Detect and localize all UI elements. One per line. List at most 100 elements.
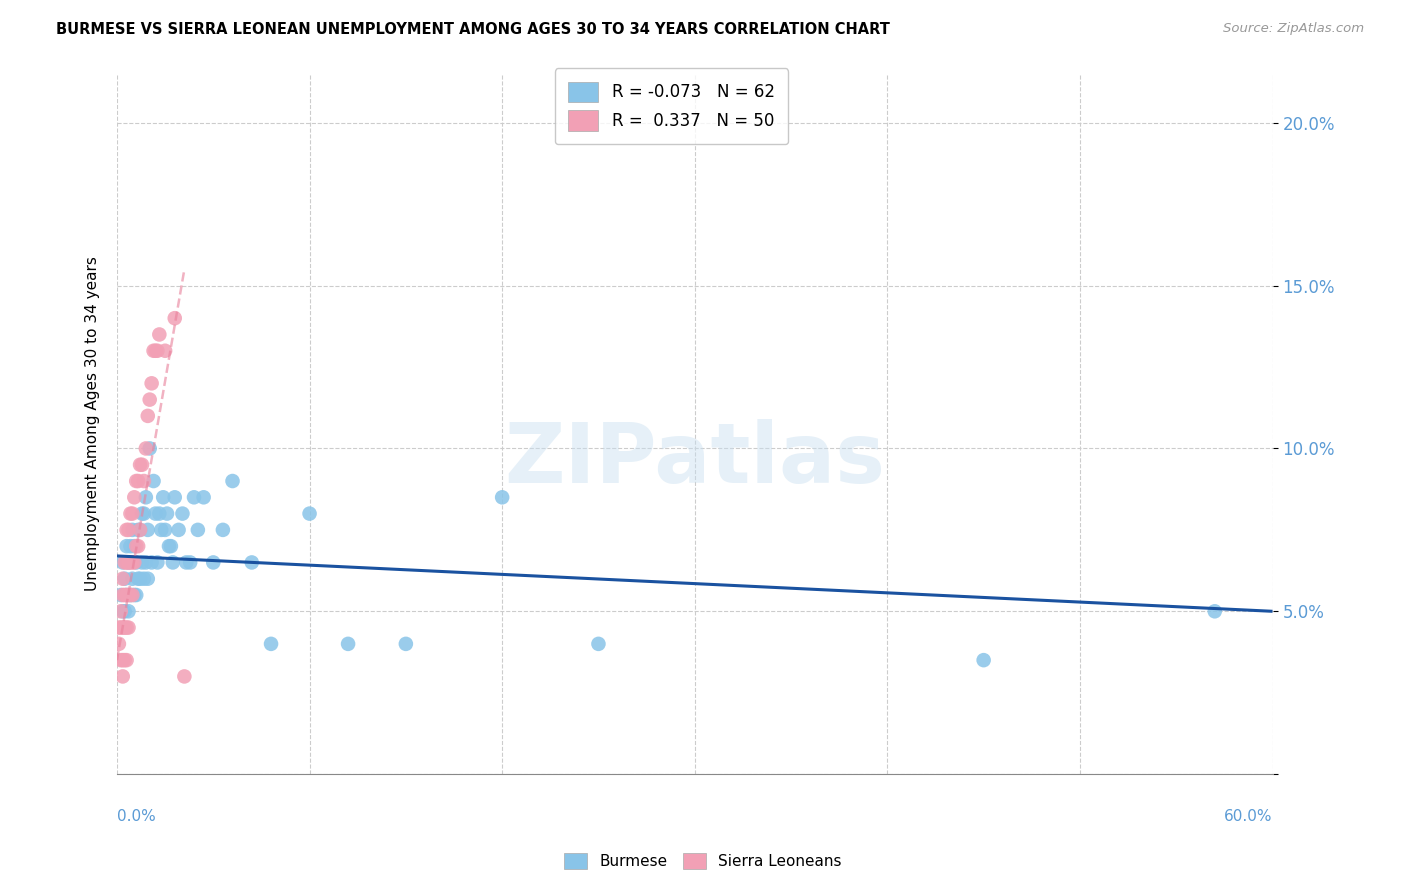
Point <box>111 653 134 667</box>
Point <box>152 491 174 505</box>
Point <box>132 474 155 488</box>
Point <box>135 442 157 456</box>
Point <box>117 556 139 570</box>
Point <box>127 539 149 553</box>
Point <box>117 621 139 635</box>
Point <box>132 572 155 586</box>
Point <box>145 343 167 358</box>
Point <box>131 556 153 570</box>
Point <box>136 409 159 423</box>
Text: 60.0%: 60.0% <box>1225 809 1272 824</box>
Point <box>148 327 170 342</box>
Point <box>114 588 136 602</box>
Point <box>117 523 139 537</box>
Point <box>167 523 190 537</box>
Point <box>114 621 136 635</box>
Point <box>115 621 138 635</box>
Point <box>115 653 138 667</box>
Point <box>111 588 134 602</box>
Point <box>110 588 132 602</box>
Text: BURMESE VS SIERRA LEONEAN UNEMPLOYMENT AMONG AGES 30 TO 34 YEARS CORRELATION CHA: BURMESE VS SIERRA LEONEAN UNEMPLOYMENT A… <box>56 22 890 37</box>
Point <box>114 604 136 618</box>
Point <box>240 556 263 570</box>
Point <box>141 556 163 570</box>
Point <box>114 556 136 570</box>
Point <box>125 556 148 570</box>
Point <box>148 507 170 521</box>
Point <box>163 311 186 326</box>
Text: 0.0%: 0.0% <box>117 809 156 824</box>
Point <box>120 588 142 602</box>
Point <box>125 539 148 553</box>
Point <box>117 556 139 570</box>
Point <box>127 523 149 537</box>
Point <box>136 572 159 586</box>
Point <box>193 491 215 505</box>
Point <box>120 556 142 570</box>
Point <box>124 556 146 570</box>
Point <box>1204 604 1226 618</box>
Legend: R = -0.073   N = 62, R =  0.337   N = 50: R = -0.073 N = 62, R = 0.337 N = 50 <box>555 69 789 144</box>
Point <box>117 588 139 602</box>
Text: Source: ZipAtlas.com: Source: ZipAtlas.com <box>1223 22 1364 36</box>
Point <box>115 539 138 553</box>
Point <box>120 588 142 602</box>
Point <box>298 507 321 521</box>
Point <box>142 343 165 358</box>
Point <box>129 458 152 472</box>
Point <box>146 556 169 570</box>
Point <box>108 621 131 635</box>
Point <box>114 653 136 667</box>
Point <box>111 604 134 618</box>
Point <box>146 343 169 358</box>
Point <box>124 539 146 553</box>
Point <box>260 637 283 651</box>
Point <box>136 523 159 537</box>
Point <box>111 621 134 635</box>
Point <box>145 507 167 521</box>
Point <box>179 556 201 570</box>
Point <box>131 507 153 521</box>
Point <box>141 376 163 391</box>
Point <box>120 507 142 521</box>
Legend: Burmese, Sierra Leoneans: Burmese, Sierra Leoneans <box>558 847 848 875</box>
Text: ZIPatlas: ZIPatlas <box>505 418 886 500</box>
Point <box>153 343 176 358</box>
Point <box>173 669 195 683</box>
Point <box>491 491 513 505</box>
Point <box>121 572 143 586</box>
Point <box>115 523 138 537</box>
Point <box>221 474 243 488</box>
Point <box>337 637 360 651</box>
Point <box>127 474 149 488</box>
Point <box>114 572 136 586</box>
Point <box>111 572 134 586</box>
Point <box>111 556 134 570</box>
Point <box>127 572 149 586</box>
Point <box>160 539 183 553</box>
Point <box>132 507 155 521</box>
Point <box>142 474 165 488</box>
Point <box>115 588 138 602</box>
Y-axis label: Unemployment Among Ages 30 to 34 years: Unemployment Among Ages 30 to 34 years <box>86 257 100 591</box>
Point <box>120 539 142 553</box>
Point <box>172 507 194 521</box>
Point <box>124 491 146 505</box>
Point <box>157 539 180 553</box>
Point <box>163 491 186 505</box>
Point <box>110 604 132 618</box>
Point <box>121 523 143 537</box>
Point <box>121 588 143 602</box>
Point <box>115 588 138 602</box>
Point <box>110 621 132 635</box>
Point <box>135 491 157 505</box>
Point <box>973 653 995 667</box>
Point <box>183 491 205 505</box>
Point <box>588 637 610 651</box>
Point <box>108 637 131 651</box>
Point <box>111 669 134 683</box>
Point <box>156 507 179 521</box>
Point <box>212 523 235 537</box>
Point <box>125 474 148 488</box>
Point <box>115 556 138 570</box>
